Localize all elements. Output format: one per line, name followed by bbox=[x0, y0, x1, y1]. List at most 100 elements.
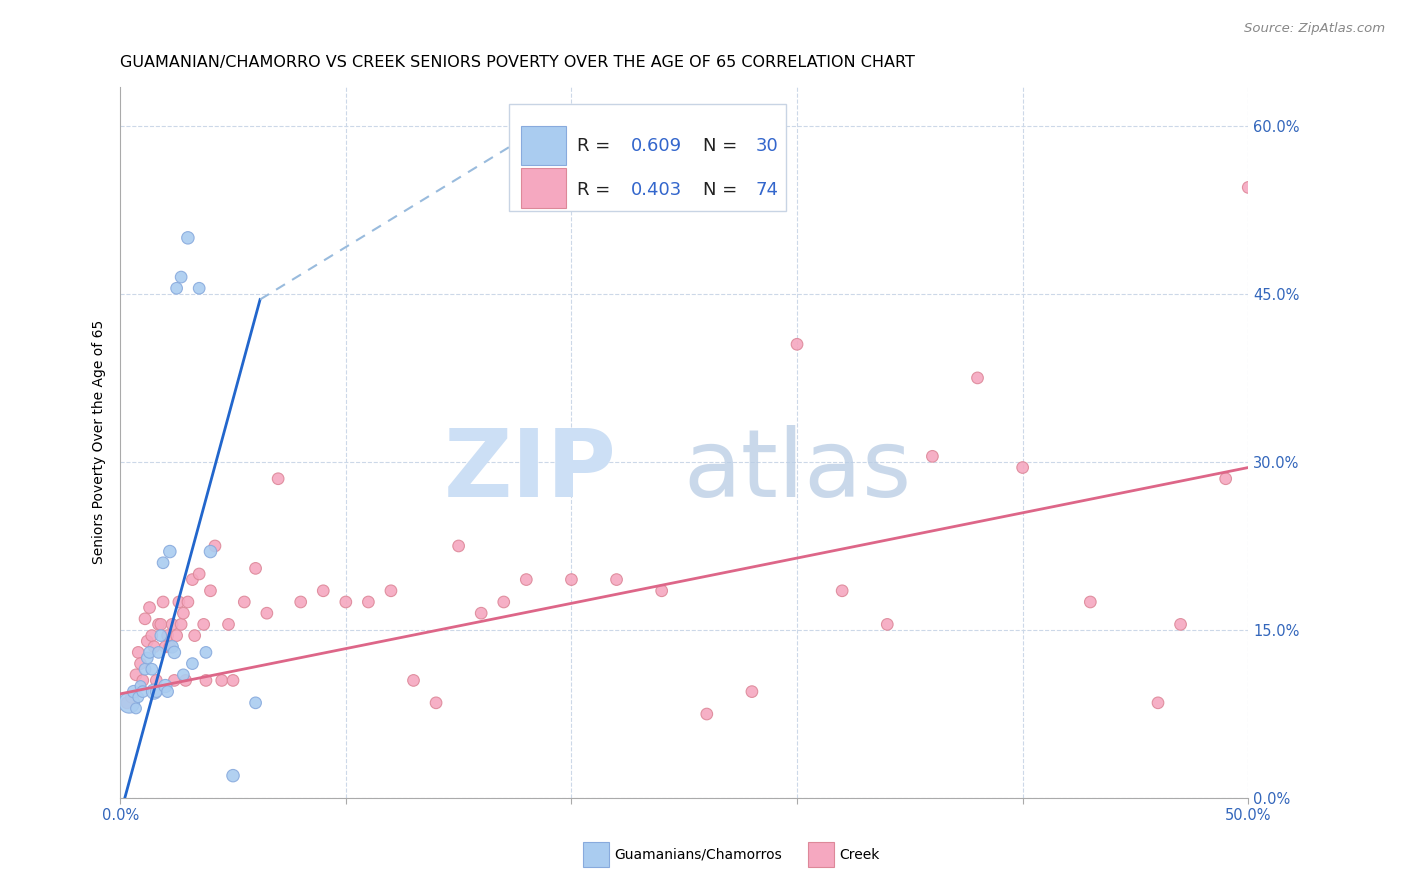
Point bbox=[125, 668, 148, 682]
Point bbox=[129, 679, 152, 693]
Point bbox=[200, 583, 222, 598]
Point bbox=[141, 629, 163, 643]
Point bbox=[136, 634, 159, 648]
Point bbox=[156, 629, 179, 643]
Text: Guamanians/Chamorros: Guamanians/Chamorros bbox=[614, 847, 782, 862]
Point bbox=[1327, 617, 1350, 632]
Point bbox=[470, 606, 492, 620]
Point bbox=[245, 696, 267, 710]
Bar bbox=[509, 104, 786, 211]
Text: GUAMANIAN/CHAMORRO VS CREEK SENIORS POVERTY OVER THE AGE OF 65 CORRELATION CHART: GUAMANIAN/CHAMORRO VS CREEK SENIORS POVE… bbox=[121, 55, 915, 70]
Point bbox=[127, 690, 149, 705]
Point bbox=[148, 645, 170, 659]
Point bbox=[1147, 696, 1170, 710]
Point bbox=[159, 544, 181, 558]
Point bbox=[188, 281, 211, 295]
Point bbox=[1170, 617, 1192, 632]
Point bbox=[188, 566, 211, 581]
Point bbox=[138, 600, 160, 615]
Point bbox=[741, 684, 763, 698]
Point bbox=[1237, 180, 1260, 194]
Point bbox=[181, 573, 204, 587]
Point bbox=[166, 281, 188, 295]
Point bbox=[1078, 595, 1101, 609]
Point bbox=[876, 617, 898, 632]
Point bbox=[141, 662, 163, 676]
Point bbox=[492, 595, 515, 609]
Point bbox=[174, 673, 197, 688]
Point bbox=[222, 673, 245, 688]
Point bbox=[129, 657, 152, 671]
Point bbox=[245, 561, 267, 575]
Point bbox=[786, 337, 808, 351]
Point bbox=[183, 629, 205, 643]
Point bbox=[138, 645, 160, 659]
Text: R =: R = bbox=[576, 136, 616, 154]
Point bbox=[560, 573, 582, 587]
Point bbox=[1350, 472, 1372, 486]
Point bbox=[211, 673, 233, 688]
Point bbox=[651, 583, 673, 598]
Point bbox=[606, 573, 628, 587]
Point bbox=[121, 690, 143, 705]
Point bbox=[136, 651, 159, 665]
Point bbox=[256, 606, 278, 620]
Point bbox=[156, 684, 179, 698]
Point bbox=[127, 645, 149, 659]
Point bbox=[290, 595, 312, 609]
Point bbox=[143, 684, 166, 698]
Point bbox=[831, 583, 853, 598]
Point bbox=[143, 640, 166, 654]
Point bbox=[172, 606, 194, 620]
Point bbox=[966, 371, 988, 385]
Point bbox=[166, 629, 188, 643]
Text: atlas: atlas bbox=[683, 425, 911, 516]
Bar bbox=[520, 126, 565, 165]
Point bbox=[1011, 460, 1033, 475]
Point bbox=[204, 539, 226, 553]
Text: 30: 30 bbox=[755, 136, 778, 154]
Point bbox=[155, 640, 177, 654]
Point bbox=[1215, 472, 1237, 486]
Point bbox=[125, 701, 148, 715]
Point bbox=[152, 556, 174, 570]
Point bbox=[145, 673, 167, 688]
Point bbox=[148, 617, 170, 632]
Point bbox=[181, 657, 204, 671]
Point bbox=[177, 595, 200, 609]
Point bbox=[160, 617, 183, 632]
Point bbox=[425, 696, 447, 710]
Point bbox=[152, 595, 174, 609]
Point bbox=[380, 583, 402, 598]
Point bbox=[921, 450, 943, 464]
Text: N =: N = bbox=[703, 181, 744, 199]
Point bbox=[132, 684, 155, 698]
Point bbox=[115, 696, 138, 710]
Point bbox=[134, 662, 156, 676]
Point bbox=[194, 673, 217, 688]
Point bbox=[160, 640, 183, 654]
Text: ZIP: ZIP bbox=[444, 425, 617, 516]
Point bbox=[1260, 583, 1282, 598]
Point bbox=[163, 673, 186, 688]
Point bbox=[335, 595, 357, 609]
Point bbox=[170, 617, 193, 632]
Point bbox=[222, 769, 245, 783]
Point bbox=[170, 270, 193, 285]
Point bbox=[155, 679, 177, 693]
Text: 0.403: 0.403 bbox=[631, 181, 682, 199]
Point bbox=[149, 617, 172, 632]
Text: Source: ZipAtlas.com: Source: ZipAtlas.com bbox=[1244, 22, 1385, 36]
Point bbox=[159, 640, 181, 654]
Point bbox=[218, 617, 240, 632]
Point bbox=[132, 673, 155, 688]
Point bbox=[134, 612, 156, 626]
Y-axis label: Seniors Poverty Over the Age of 65: Seniors Poverty Over the Age of 65 bbox=[93, 320, 107, 565]
Point bbox=[177, 231, 200, 245]
Point bbox=[696, 706, 718, 721]
Text: 0.609: 0.609 bbox=[631, 136, 682, 154]
Point bbox=[357, 595, 380, 609]
Point bbox=[163, 645, 186, 659]
Point bbox=[145, 684, 167, 698]
Point bbox=[167, 595, 190, 609]
